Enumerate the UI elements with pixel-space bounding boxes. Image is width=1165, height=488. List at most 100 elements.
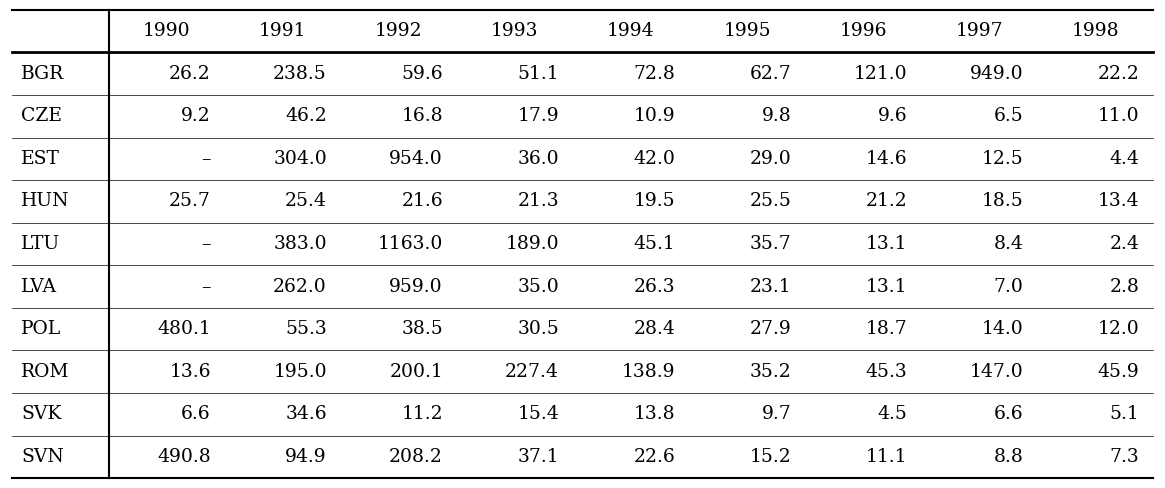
- Text: 16.8: 16.8: [402, 107, 443, 125]
- Text: 14.0: 14.0: [982, 320, 1023, 338]
- Text: 304.0: 304.0: [273, 150, 327, 168]
- Text: 11.2: 11.2: [402, 406, 443, 424]
- Text: –: –: [202, 278, 211, 296]
- Text: 6.6: 6.6: [994, 406, 1023, 424]
- Text: 19.5: 19.5: [634, 192, 676, 210]
- Text: 1994: 1994: [607, 22, 655, 40]
- Text: 30.5: 30.5: [517, 320, 559, 338]
- Text: POL: POL: [21, 320, 62, 338]
- Text: 195.0: 195.0: [274, 363, 327, 381]
- Text: 1991: 1991: [259, 22, 306, 40]
- Text: 14.6: 14.6: [866, 150, 908, 168]
- Text: 13.1: 13.1: [866, 235, 908, 253]
- Text: 1993: 1993: [492, 22, 538, 40]
- Text: 45.9: 45.9: [1097, 363, 1139, 381]
- Text: SVN: SVN: [21, 448, 64, 466]
- Text: 4.4: 4.4: [1109, 150, 1139, 168]
- Text: 51.1: 51.1: [517, 64, 559, 82]
- Text: 9.7: 9.7: [762, 406, 791, 424]
- Text: 227.4: 227.4: [506, 363, 559, 381]
- Text: 949.0: 949.0: [969, 64, 1023, 82]
- Text: 26.3: 26.3: [634, 278, 676, 296]
- Text: LTU: LTU: [21, 235, 61, 253]
- Text: EST: EST: [21, 150, 61, 168]
- Text: 490.8: 490.8: [157, 448, 211, 466]
- Text: 21.3: 21.3: [517, 192, 559, 210]
- Text: 9.6: 9.6: [877, 107, 908, 125]
- Text: 36.0: 36.0: [517, 150, 559, 168]
- Text: 62.7: 62.7: [749, 64, 791, 82]
- Text: 25.5: 25.5: [749, 192, 791, 210]
- Text: –: –: [202, 235, 211, 253]
- Text: 17.9: 17.9: [517, 107, 559, 125]
- Text: 13.1: 13.1: [866, 278, 908, 296]
- Text: 37.1: 37.1: [517, 448, 559, 466]
- Text: 27.9: 27.9: [749, 320, 791, 338]
- Text: 25.4: 25.4: [285, 192, 327, 210]
- Text: 28.4: 28.4: [634, 320, 676, 338]
- Text: 38.5: 38.5: [401, 320, 443, 338]
- Text: CZE: CZE: [21, 107, 63, 125]
- Text: 22.6: 22.6: [634, 448, 676, 466]
- Text: ROM: ROM: [21, 363, 70, 381]
- Text: 138.9: 138.9: [622, 363, 676, 381]
- Text: 9.8: 9.8: [762, 107, 791, 125]
- Text: 12.5: 12.5: [982, 150, 1023, 168]
- Text: –: –: [202, 150, 211, 168]
- Text: 13.8: 13.8: [634, 406, 676, 424]
- Text: 189.0: 189.0: [506, 235, 559, 253]
- Text: 11.0: 11.0: [1097, 107, 1139, 125]
- Text: 5.1: 5.1: [1110, 406, 1139, 424]
- Text: 8.8: 8.8: [994, 448, 1023, 466]
- Text: 10.9: 10.9: [634, 107, 676, 125]
- Text: 1990: 1990: [143, 22, 191, 40]
- Text: 9.2: 9.2: [181, 107, 211, 125]
- Text: 11.1: 11.1: [866, 448, 908, 466]
- Text: 18.5: 18.5: [982, 192, 1023, 210]
- Text: 13.6: 13.6: [169, 363, 211, 381]
- Text: 15.2: 15.2: [749, 448, 791, 466]
- Text: LVA: LVA: [21, 278, 57, 296]
- Text: 35.2: 35.2: [749, 363, 791, 381]
- Text: 35.0: 35.0: [517, 278, 559, 296]
- Text: 238.5: 238.5: [273, 64, 327, 82]
- Text: 55.3: 55.3: [285, 320, 327, 338]
- Text: 29.0: 29.0: [749, 150, 791, 168]
- Text: 208.2: 208.2: [389, 448, 443, 466]
- Text: 22.2: 22.2: [1097, 64, 1139, 82]
- Text: 59.6: 59.6: [402, 64, 443, 82]
- Text: 1992: 1992: [375, 22, 423, 40]
- Text: 21.6: 21.6: [402, 192, 443, 210]
- Text: 121.0: 121.0: [854, 64, 908, 82]
- Text: 45.3: 45.3: [866, 363, 908, 381]
- Text: 6.5: 6.5: [994, 107, 1023, 125]
- Text: 72.8: 72.8: [634, 64, 676, 82]
- Text: 262.0: 262.0: [273, 278, 327, 296]
- Text: SVK: SVK: [21, 406, 62, 424]
- Text: 2.4: 2.4: [1109, 235, 1139, 253]
- Text: 35.7: 35.7: [749, 235, 791, 253]
- Text: 200.1: 200.1: [389, 363, 443, 381]
- Text: 4.5: 4.5: [877, 406, 908, 424]
- Text: 94.9: 94.9: [285, 448, 327, 466]
- Text: 18.7: 18.7: [866, 320, 908, 338]
- Text: 1163.0: 1163.0: [377, 235, 443, 253]
- Text: 21.2: 21.2: [866, 192, 908, 210]
- Text: 480.1: 480.1: [157, 320, 211, 338]
- Text: 45.1: 45.1: [634, 235, 676, 253]
- Text: 26.2: 26.2: [169, 64, 211, 82]
- Text: 23.1: 23.1: [749, 278, 791, 296]
- Text: 12.0: 12.0: [1097, 320, 1139, 338]
- Text: 34.6: 34.6: [285, 406, 327, 424]
- Text: 7.0: 7.0: [994, 278, 1023, 296]
- Text: 1997: 1997: [955, 22, 1003, 40]
- Text: 2.8: 2.8: [1109, 278, 1139, 296]
- Text: 147.0: 147.0: [969, 363, 1023, 381]
- Text: 6.6: 6.6: [182, 406, 211, 424]
- Text: 1998: 1998: [1072, 22, 1120, 40]
- Text: 8.4: 8.4: [994, 235, 1023, 253]
- Text: 25.7: 25.7: [169, 192, 211, 210]
- Text: HUN: HUN: [21, 192, 70, 210]
- Text: 46.2: 46.2: [285, 107, 327, 125]
- Text: 959.0: 959.0: [389, 278, 443, 296]
